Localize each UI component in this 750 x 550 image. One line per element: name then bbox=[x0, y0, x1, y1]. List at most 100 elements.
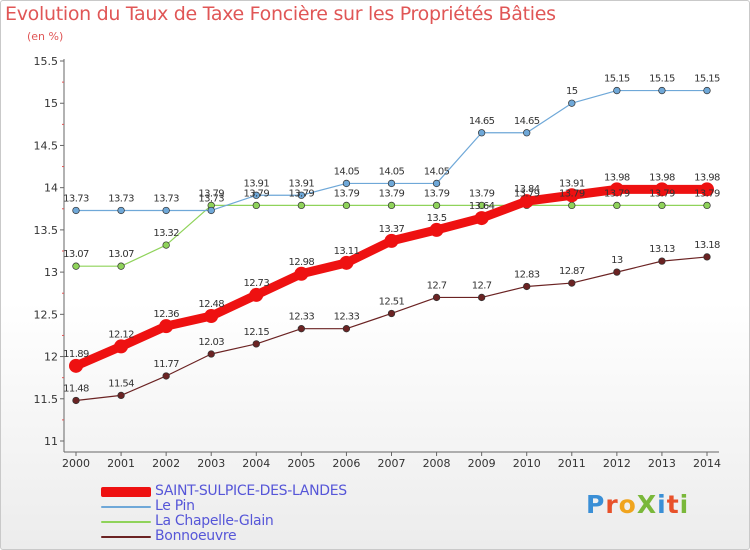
data-label: 13.73 bbox=[153, 193, 179, 204]
data-label: 13.79 bbox=[604, 188, 630, 199]
data-label: 12.51 bbox=[379, 296, 405, 307]
data-label: 12.83 bbox=[514, 269, 540, 280]
x-tick-label: 2001 bbox=[107, 457, 135, 470]
data-label: 13.64 bbox=[469, 201, 495, 212]
x-tick-label: 2008 bbox=[423, 457, 451, 470]
x-tick-label: 2013 bbox=[648, 457, 676, 470]
data-point bbox=[432, 293, 441, 302]
data-point bbox=[387, 179, 396, 188]
data-point bbox=[523, 129, 531, 137]
data-label: 12.98 bbox=[289, 257, 315, 268]
legend-label: SAINT-SULPICE-DES-LANDES bbox=[155, 483, 347, 499]
chart-title: Evolution du Taux de Taxe Foncière sur l… bbox=[5, 3, 556, 25]
data-point bbox=[114, 339, 129, 354]
data-point bbox=[297, 201, 306, 210]
data-label: 12.48 bbox=[198, 299, 224, 310]
data-label: 13.79 bbox=[694, 188, 720, 199]
data-label: 12.36 bbox=[153, 309, 179, 320]
data-label: 13.91 bbox=[243, 178, 269, 189]
data-label: 13.91 bbox=[559, 178, 585, 189]
y-tick-label: 13 bbox=[44, 266, 58, 279]
data-label: 11.89 bbox=[63, 349, 89, 360]
data-point bbox=[339, 255, 354, 270]
legend-label: La Chapelle-Glain bbox=[155, 513, 274, 529]
logo-letter: X bbox=[636, 490, 658, 519]
data-point bbox=[72, 262, 80, 270]
data-point bbox=[613, 86, 621, 95]
x-tick-label: 2004 bbox=[242, 457, 270, 470]
logo-letter: o bbox=[618, 490, 637, 519]
unit-label: (en %) bbox=[27, 30, 64, 43]
data-point bbox=[474, 211, 489, 226]
data-point bbox=[117, 391, 125, 400]
data-label: 13.07 bbox=[108, 249, 134, 260]
data-label: 13.79 bbox=[649, 188, 675, 199]
data-label: 12.33 bbox=[289, 312, 315, 323]
x-tick-label: 2010 bbox=[513, 457, 541, 470]
data-label: 13.73 bbox=[63, 193, 89, 204]
data-point bbox=[613, 201, 621, 210]
y-tick-label: 14.5 bbox=[34, 139, 59, 152]
data-point bbox=[429, 222, 444, 237]
data-label: 14.05 bbox=[424, 166, 450, 177]
data-label: 13.79 bbox=[198, 188, 224, 199]
data-point bbox=[252, 191, 260, 199]
data-point bbox=[432, 179, 441, 188]
data-point bbox=[159, 319, 174, 334]
data-label: 13.79 bbox=[469, 188, 495, 199]
data-point bbox=[342, 179, 351, 188]
y-tick-label: 12.5 bbox=[34, 308, 59, 321]
data-label: 15.15 bbox=[694, 74, 720, 85]
data-point bbox=[162, 241, 170, 249]
logo-letter: P bbox=[586, 490, 606, 519]
x-tick-label: 2011 bbox=[558, 457, 586, 470]
x-tick-label: 2009 bbox=[468, 457, 496, 470]
data-point bbox=[207, 206, 215, 215]
data-point bbox=[432, 201, 441, 210]
legend-swatch bbox=[101, 521, 151, 523]
data-label: 13.79 bbox=[334, 188, 360, 199]
data-point bbox=[207, 350, 215, 358]
data-label: 13.91 bbox=[289, 178, 315, 189]
logo-letter: t bbox=[666, 490, 680, 519]
data-label: 13.84 bbox=[514, 184, 540, 195]
data-point bbox=[568, 99, 576, 107]
data-point bbox=[297, 191, 306, 199]
data-label: 13.11 bbox=[334, 246, 360, 257]
data-label: 11.54 bbox=[108, 378, 134, 389]
data-label: 15 bbox=[566, 86, 578, 97]
data-point bbox=[117, 262, 125, 270]
data-point bbox=[294, 266, 309, 281]
data-point bbox=[568, 279, 576, 287]
data-label: 13.79 bbox=[514, 188, 540, 199]
data-point bbox=[252, 340, 260, 348]
data-point bbox=[162, 206, 170, 215]
legend-swatch bbox=[101, 506, 151, 508]
x-tick-label: 2014 bbox=[693, 457, 721, 470]
data-label: 14.65 bbox=[514, 116, 540, 127]
y-tick-label: 11 bbox=[44, 435, 58, 448]
data-point bbox=[703, 253, 711, 261]
data-point bbox=[523, 282, 531, 291]
y-tick-label: 12 bbox=[44, 351, 58, 364]
legend-swatch bbox=[101, 536, 151, 538]
data-point bbox=[568, 201, 576, 210]
legend-label: Bonnoeuvre bbox=[155, 528, 237, 544]
data-point bbox=[609, 182, 624, 197]
y-tick-label: 11.5 bbox=[34, 393, 59, 406]
data-point bbox=[387, 309, 396, 318]
data-label: 13.73 bbox=[108, 193, 134, 204]
x-tick-label: 2005 bbox=[287, 457, 315, 470]
legend-swatch bbox=[101, 487, 151, 497]
data-point bbox=[477, 129, 486, 137]
data-label: 13.07 bbox=[63, 249, 89, 260]
data-label: 11.48 bbox=[63, 383, 89, 394]
y-tick-label: 14 bbox=[44, 182, 58, 195]
data-label: 13.73 bbox=[198, 193, 224, 204]
data-point bbox=[69, 358, 83, 373]
series-line bbox=[71, 184, 712, 371]
data-label: 12.03 bbox=[198, 337, 224, 348]
data-point bbox=[654, 182, 669, 197]
data-label: 13.98 bbox=[649, 172, 675, 183]
y-tick-label: 15 bbox=[44, 97, 58, 110]
